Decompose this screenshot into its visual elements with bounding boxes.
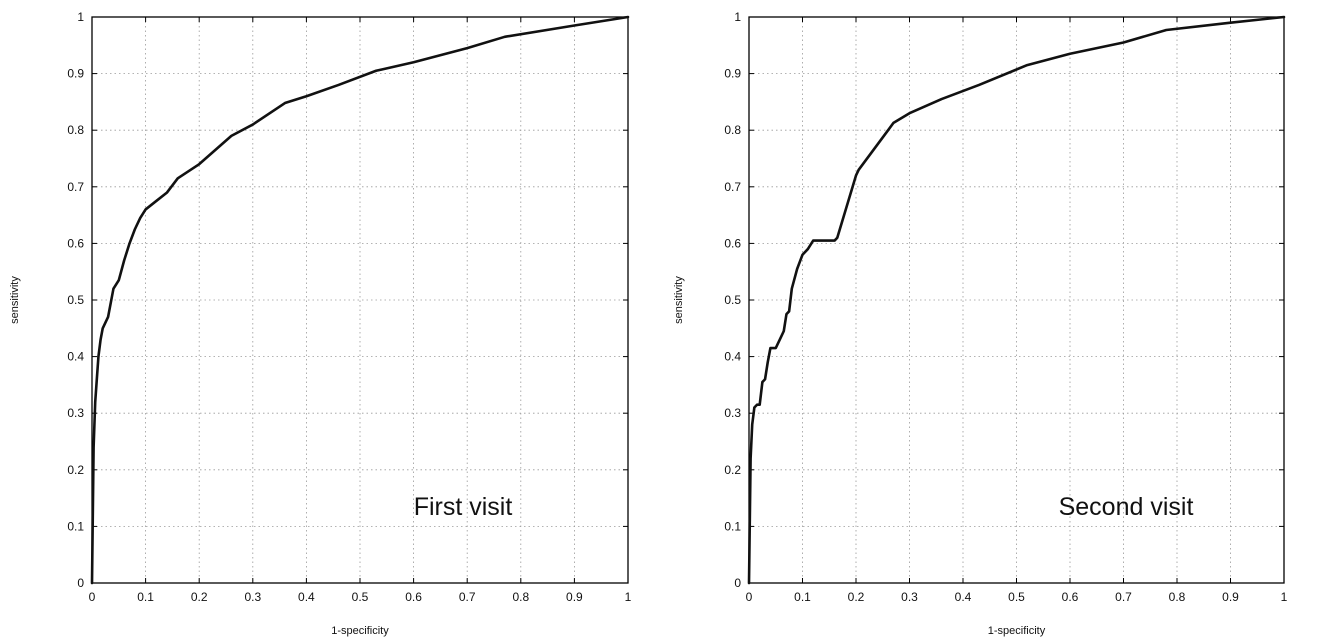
second-visit-roc-curve xyxy=(747,15,1286,585)
first-visit-y-tick-label: 0 xyxy=(77,576,84,590)
first-visit-y-tick-label: 0.4 xyxy=(67,350,84,364)
first-visit-x-tick-label: 0.1 xyxy=(137,590,154,604)
second-visit-y-tick-label: 0.6 xyxy=(724,236,741,250)
second-visit-x-tick-label: 0 xyxy=(746,590,753,604)
second-visit-y-axis-label: sensitivity xyxy=(673,276,685,324)
second-visit-x-tick-label: 0.9 xyxy=(1222,590,1239,604)
second-visit-y-tick-label: 0.8 xyxy=(724,123,741,137)
first-visit-y-tick-label: 0.6 xyxy=(67,236,84,250)
second-visit-y-tick-label: 0.7 xyxy=(724,180,741,194)
first-visit-roc-curve xyxy=(90,15,630,585)
second-visit-y-tick-label: 0.4 xyxy=(724,350,741,364)
second-visit-x-tick-label: 0.1 xyxy=(794,590,811,604)
first-visit-y-tick-label: 0.9 xyxy=(67,67,84,81)
second-visit-x-tick-label: 0.7 xyxy=(1115,590,1132,604)
first-visit-y-tick-label: 0.1 xyxy=(67,519,84,533)
first-visit-x-tick-label: 0.4 xyxy=(298,590,315,604)
second-visit-x-axis-label: 1-specificity xyxy=(988,625,1046,637)
second-visit-annotation: Second visit xyxy=(1059,493,1194,521)
second-visit-y-tick-label: 1 xyxy=(734,10,741,24)
first-visit-x-tick-label: 0.2 xyxy=(191,590,208,604)
first-visit-y-tick-label: 0.3 xyxy=(67,406,84,420)
first-visit-y-axis-label: sensitivity xyxy=(9,276,21,324)
first-visit-x-tick-label: 0.6 xyxy=(405,590,422,604)
first-visit-y-tick-label: 0.7 xyxy=(67,180,84,194)
first-visit-y-tick-label: 1 xyxy=(77,10,84,24)
first-visit-x-axis-label: 1-specificity xyxy=(331,625,389,637)
first-visit-x-tick-label: 0.8 xyxy=(512,590,529,604)
first-visit-y-tick-label: 0.8 xyxy=(67,123,84,137)
first-visit-x-tick-label: 1 xyxy=(625,590,632,604)
second-visit-y-tick-label: 0.5 xyxy=(724,293,741,307)
second-visit-x-tick-label: 0.6 xyxy=(1062,590,1079,604)
second-visit-x-tick-label: 0.3 xyxy=(901,590,918,604)
first-visit-chart-panel: 0 0.1 0.2 0.3 0.4 0.5 0.6 0.7 0.8 0.9 1 0 0.1 0.2 0.3 0… xyxy=(9,10,632,637)
second-visit-y-tick-label: 0.2 xyxy=(724,463,741,477)
first-visit-x-tick-label: 0.5 xyxy=(352,590,369,604)
first-visit-x-tick-label: 0 xyxy=(89,590,96,604)
second-visit-x-tick-label: 1 xyxy=(1281,590,1288,604)
first-visit-x-tick-label: 0.7 xyxy=(459,590,476,604)
second-visit-x-tick-label: 0.5 xyxy=(1008,590,1025,604)
second-visit-x-tick-label: 0.2 xyxy=(848,590,865,604)
first-visit-annotation: First visit xyxy=(414,493,513,521)
first-visit-x-tick-label: 0.9 xyxy=(566,590,583,604)
second-visit-y-tick-label: 0.9 xyxy=(724,67,741,81)
second-visit-x-tick-label: 0.4 xyxy=(955,590,972,604)
second-visit-chart-panel: 0 0.1 0.2 0.3 0.4 0.5 0.6 0.7 0.8 0.9 1 0 0.1 0.2 0.3 0… xyxy=(673,10,1288,637)
first-visit-y-tick-label: 0.2 xyxy=(67,463,84,477)
second-visit-x-tick-label: 0.8 xyxy=(1169,590,1186,604)
first-visit-y-tick-label: 0.5 xyxy=(67,293,84,307)
second-visit-y-tick-label: 0.1 xyxy=(724,519,741,533)
second-visit-y-tick-label: 0 xyxy=(734,576,741,590)
first-visit-x-tick-label: 0.3 xyxy=(244,590,261,604)
second-visit-y-tick-label: 0.3 xyxy=(724,406,741,420)
